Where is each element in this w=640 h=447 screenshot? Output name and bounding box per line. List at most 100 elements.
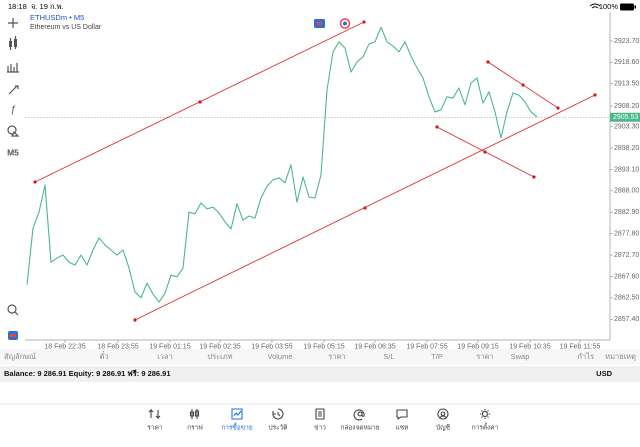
anchor[interactable] <box>435 125 439 129</box>
tab-item[interactable]: กล่องจดหมาย <box>340 409 380 432</box>
y-tick-label: 2893.10 <box>614 166 639 173</box>
left-toolbar[interactable]: ƒ M5 <box>7 18 20 340</box>
tab-icon[interactable] <box>315 408 325 420</box>
tab-icon[interactable] <box>231 408 243 420</box>
x-tick-label: 18 Feb 22:35 <box>44 343 85 350</box>
y-tick-label: 2913.50 <box>614 81 639 88</box>
column-header: Volume <box>267 352 292 361</box>
tab-item[interactable]: บัญชี <box>436 408 451 432</box>
tab-icon[interactable] <box>353 409 365 421</box>
column-header: S/L <box>383 352 394 361</box>
status-date: จ. 19 ก.พ. <box>31 2 64 11</box>
function-tool[interactable]: ƒ <box>10 105 16 116</box>
objects-tool[interactable] <box>7 125 20 137</box>
table-header: สัญลักษณ์ ตั๋ว เวลา ประเภท Volume ราคา S/L T/P ร… <box>4 351 636 361</box>
price-line <box>26 26 538 303</box>
anchor[interactable] <box>133 318 137 322</box>
wifi-icon <box>589 3 601 9</box>
tab-item[interactable]: ข่าว <box>314 408 326 432</box>
anchor[interactable] <box>593 93 597 97</box>
tab-item[interactable]: การซื้อขาย <box>221 408 253 432</box>
tab-item[interactable]: การตั้งค่า <box>472 409 499 432</box>
tab-icon[interactable] <box>396 409 408 421</box>
tab-label[interactable]: ข่าว <box>314 425 326 432</box>
column-header: Swap <box>511 352 530 361</box>
x-tick-label: 19 Feb 03:55 <box>251 343 292 350</box>
tab-icon[interactable] <box>480 409 490 419</box>
anchor[interactable] <box>521 83 525 87</box>
column-header: ราคา <box>476 352 493 361</box>
chart-subtitle: Ethereum vs US Dollar <box>30 24 102 31</box>
y-tick-label: 2908.20 <box>614 103 639 110</box>
x-tick-label: 19 Feb 09:15 <box>457 343 498 350</box>
y-tick-label: 2888.00 <box>614 188 639 195</box>
column-header: T/P <box>431 352 443 361</box>
timeframe-button[interactable]: M5 <box>7 147 19 157</box>
x-tick-label: 19 Feb 11:55 <box>560 343 601 350</box>
y-tick-label: 2867.60 <box>614 273 639 280</box>
tab-icon[interactable] <box>437 408 449 420</box>
tab-label[interactable]: การซื้อขาย <box>221 423 252 432</box>
column-header: ราคา <box>328 352 345 361</box>
status-time: 18:18 <box>8 2 27 11</box>
tab-label[interactable]: ประวัติ <box>269 424 288 432</box>
balance-row-bg <box>0 366 640 382</box>
account-summary: Balance: 9 286.91 Equity: 9 286.91 ฟรี: … <box>4 369 171 378</box>
x-tick-label: 19 Feb 10:35 <box>509 343 550 350</box>
tab-label[interactable]: แชท <box>396 425 409 432</box>
tab-item[interactable]: ประวัติ <box>269 408 288 432</box>
anchor[interactable] <box>483 150 487 154</box>
chart-title: ETHUSDm • M5 <box>30 13 84 22</box>
chart-type-tool[interactable] <box>9 36 17 50</box>
y-tick-label: 2877.80 <box>614 230 639 237</box>
account-currency: USD <box>596 369 612 378</box>
tab-label[interactable]: การตั้งค่า <box>472 423 499 432</box>
y-tick-label: 2918.60 <box>614 59 639 66</box>
anchor[interactable] <box>198 100 202 104</box>
anchor[interactable] <box>363 206 367 210</box>
tab-item[interactable]: แชท <box>396 409 409 432</box>
x-tick-label: 18 Feb 23:55 <box>97 343 138 350</box>
anchor[interactable] <box>33 180 37 184</box>
indicator-tool[interactable] <box>7 63 19 73</box>
tab-item[interactable]: กราฟ <box>187 409 203 432</box>
anchor[interactable] <box>486 60 490 64</box>
trade-tool[interactable] <box>8 331 18 340</box>
y-tick-label: 2903.30 <box>614 123 639 130</box>
table-header-bg <box>0 349 640 365</box>
tab-bar[interactable]: ราคา กราฟ การซื้อขาย ประวัติ ข่าว กล่องจดหมาย… <box>147 408 499 432</box>
x-tick-label: 19 Feb 06:35 <box>354 343 395 350</box>
crosshair-tool[interactable] <box>8 18 18 28</box>
tab-icon[interactable] <box>189 409 200 419</box>
tab-label[interactable]: กล่องจดหมาย <box>340 425 379 432</box>
column-header: ตั๋ว <box>99 351 108 361</box>
tab-label[interactable]: ราคา <box>147 425 162 432</box>
trend-lines[interactable] <box>33 20 597 322</box>
line-tool[interactable] <box>8 85 19 95</box>
zoom-tool[interactable] <box>7 304 19 316</box>
anchor[interactable] <box>532 175 536 179</box>
tab-icon[interactable] <box>148 408 161 420</box>
column-header: ประเภท <box>207 352 232 361</box>
y-tick-label: 2882.90 <box>614 209 639 216</box>
quick-trade-icons[interactable] <box>314 18 351 29</box>
y-tick-label: 2898.20 <box>614 145 639 152</box>
tab-label[interactable]: บัญชี <box>436 424 451 432</box>
battery-icon <box>620 3 636 11</box>
tab-item[interactable]: ราคา <box>147 408 163 432</box>
anchor[interactable] <box>362 20 366 24</box>
tab-label[interactable]: กราฟ <box>187 425 203 432</box>
column-header: เวลา <box>157 352 173 361</box>
current-price-tag <box>610 112 640 122</box>
y-tick-label: 2857.40 <box>614 316 639 323</box>
y-tick-label: 2923.70 <box>614 38 639 45</box>
anchor[interactable] <box>556 106 560 110</box>
y-tick-label: 2862.50 <box>614 295 639 302</box>
chart-layer: 2923.70 2918.60 2913.50 2908.20 2903.30 2898.… <box>25 26 640 350</box>
tab-icon[interactable] <box>272 408 284 420</box>
current-price-label: 2905.53 <box>613 114 638 121</box>
column-header: สัญลักษณ์ <box>4 352 36 361</box>
x-tick-label: 19 Feb 02:35 <box>199 343 240 350</box>
